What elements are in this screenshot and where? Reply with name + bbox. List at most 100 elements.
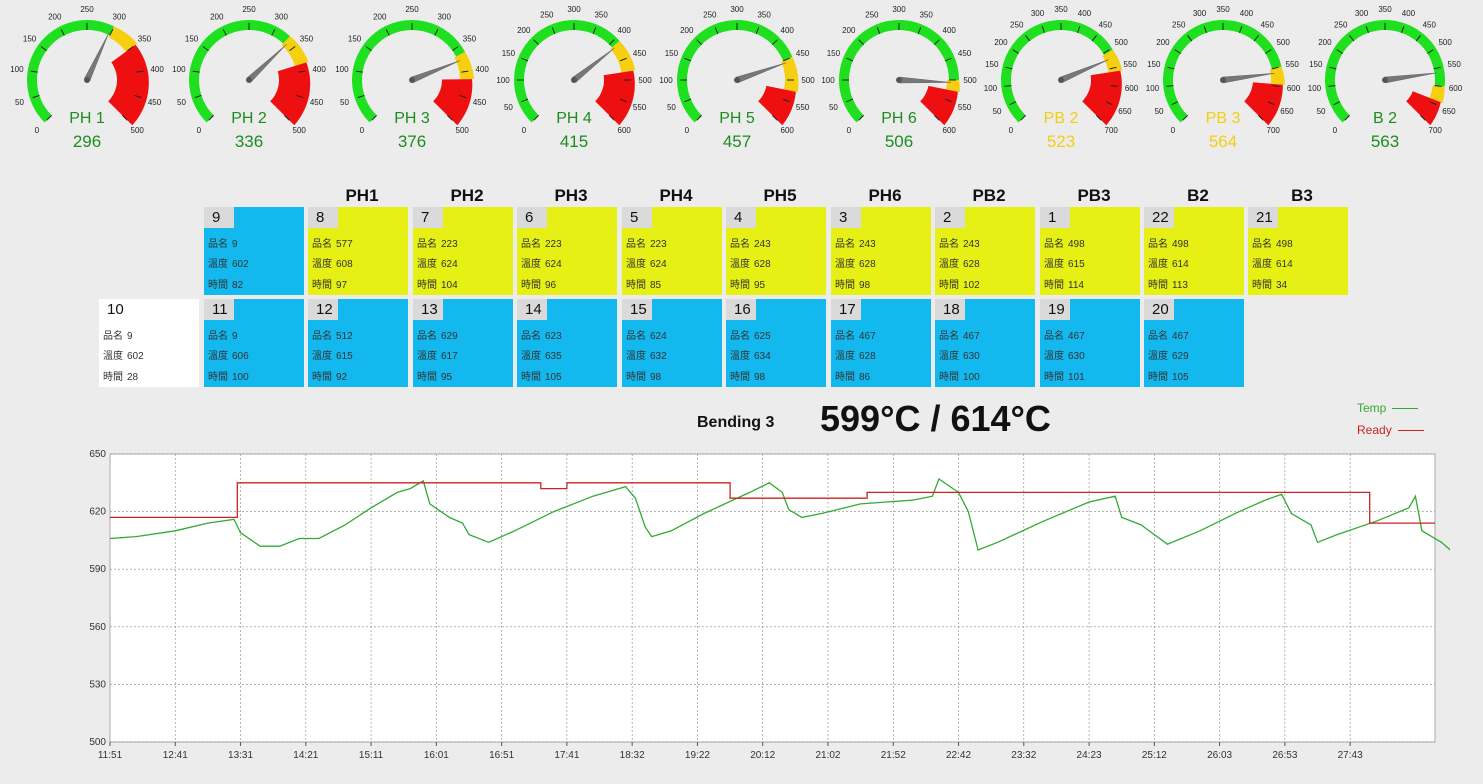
gauge-tick-label: 500	[801, 76, 815, 85]
gauge-tick-label: 150	[1147, 60, 1161, 69]
station-cell[interactable]: 20 品名 467 溫度 629 時間 105	[1144, 299, 1244, 387]
station-cell[interactable]: 22 品名 498 溫度 614 時間 113	[1144, 207, 1244, 295]
station-cell[interactable]: 6 品名 223 溫度 624 時間 96	[517, 207, 617, 295]
field-label: 時間	[521, 372, 541, 383]
x-tick-label: 13:31	[228, 750, 253, 761]
gauge-tick-label: 200	[373, 13, 387, 22]
gauge-tick	[194, 94, 202, 99]
gauge-tick	[208, 115, 214, 121]
gauge-name: PH 6	[881, 110, 917, 127]
gauge-red-band	[108, 44, 149, 126]
gauge-hub	[84, 77, 90, 83]
gauge-tick-label: 300	[567, 5, 581, 14]
field-value: 102	[963, 280, 980, 291]
gauge-tick	[122, 115, 128, 121]
x-tick-label: 15:11	[359, 750, 384, 761]
station-cell[interactable]: 17 品名 467 溫度 628 時間 86	[831, 299, 931, 387]
field-label: 溫度	[1148, 259, 1168, 270]
gauge-green-band	[27, 20, 115, 123]
x-tick-label: 11:51	[98, 750, 123, 761]
gauge-tick-label: 600	[618, 126, 632, 135]
gauge-tick-label: 200	[994, 38, 1008, 47]
station-cell[interactable]: 15 品名 624 溫度 632 時間 98	[622, 299, 722, 387]
field-value: 624	[650, 331, 667, 342]
gauge-name: PH 3	[394, 110, 430, 127]
station-cell[interactable]: 5 品名 223 溫度 624 時間 85	[622, 207, 722, 295]
gauge-tick	[40, 46, 47, 52]
gauge-tick	[1239, 26, 1243, 33]
field-value: 98	[859, 280, 871, 291]
station-time: 時間 104	[417, 276, 458, 291]
station-number: 5	[622, 207, 652, 228]
gauge-tick	[1253, 35, 1259, 42]
gauge-dial: 0 50 100 150 200 250 300 350 400 450 500	[10, 5, 164, 135]
gauge-tick-label: 650	[1442, 107, 1456, 116]
gauge-dial: 0 50 100 150 200 250 300 350 400 450 500 550 600	[659, 5, 815, 135]
station-temp: 溫度 614	[1148, 255, 1189, 270]
field-label: 品名	[730, 331, 750, 342]
gauge-tick	[609, 39, 615, 45]
station-cell[interactable]: 13 品名 629 溫度 617 時間 95	[413, 299, 513, 387]
gauge-tick-label: 50	[340, 98, 349, 107]
field-label: 溫度	[1044, 259, 1064, 270]
gauge-tick	[521, 98, 528, 103]
gauge-name: PH 2	[231, 110, 267, 127]
station-number: 13	[413, 299, 443, 320]
gauge-red-band	[1082, 70, 1122, 126]
station-temp: 溫度 630	[939, 347, 980, 362]
x-tick-label: 21:02	[815, 750, 840, 761]
station-cell[interactable]: 16 品名 625 溫度 634 時間 98	[726, 299, 826, 387]
gauge-tick-label: 700	[1429, 126, 1443, 135]
gauge-tick	[783, 98, 790, 103]
gauge-tick	[1004, 85, 1012, 87]
station-cell[interactable]: 3 品名 243 溫度 628 時間 98	[831, 207, 931, 295]
field-label: 溫度	[730, 259, 750, 270]
gauge-tick-label: 300	[113, 13, 127, 22]
station-cell[interactable]: 12 品名 512 溫度 615 時間 92	[308, 299, 408, 387]
field-label: 品名	[626, 331, 646, 342]
station-cell[interactable]: 18 品名 467 溫度 630 時間 100	[935, 299, 1035, 387]
gauge-tick-label: 100	[172, 65, 186, 74]
station-cell[interactable]: 2 品名 243 溫度 628 時間 102	[935, 207, 1035, 295]
gauge-name: PH 4	[556, 110, 592, 127]
gauge-tick	[1271, 66, 1279, 70]
gauge-tick-label: 150	[348, 34, 362, 43]
gauge-yellow-band	[610, 41, 636, 73]
gauge: 0 50 100 150 200 250 300 350 400 450 500 PH 3 376	[335, 5, 489, 158]
gauge-dial: 0 50 100 150 200 250 300 350 400 450 500 550 600	[496, 5, 652, 135]
field-label: 品名	[939, 331, 959, 342]
field-label: 時間	[835, 280, 855, 291]
series-line-temp	[109, 477, 1450, 551]
gauge-yellow-band	[108, 26, 138, 52]
gauge-tick-label: 150	[827, 49, 841, 58]
gauge-tick-label: 250	[405, 5, 419, 14]
station-cell[interactable]: 1 品名 498 溫度 615 時間 114	[1040, 207, 1140, 295]
station-cell[interactable]: 19 品名 467 溫度 630 時間 101	[1040, 299, 1140, 387]
field-label: 溫度	[417, 351, 437, 362]
gauge-tick-label: 650	[1280, 107, 1294, 116]
field-label: 品名	[1044, 239, 1064, 250]
gauge-green-band	[677, 20, 793, 123]
station-cell[interactable]: 9 品名 9 溫度 602 時間 82	[204, 207, 304, 295]
bending-label: Bending 3	[697, 414, 775, 431]
field-label: 品名	[1148, 239, 1168, 250]
station-cell[interactable]: 8 品名 577 溫度 608 時間 97	[308, 207, 408, 295]
station-cell[interactable]: 10 品名 9 溫度 602 時間 28	[99, 299, 199, 387]
station-cell[interactable]: 7 品名 223 溫度 624 時間 104	[413, 207, 513, 295]
station-cell[interactable]: 14 品名 623 溫度 635 時間 105	[517, 299, 617, 387]
gauge-tick	[109, 28, 114, 36]
station-number: 21	[1248, 207, 1278, 228]
field-value: 223	[650, 239, 667, 250]
gauge-tick	[521, 57, 528, 62]
gauge-tick-label: 550	[633, 103, 647, 112]
field-label: 時間	[1148, 372, 1168, 383]
station-name: 品名 512	[312, 327, 353, 342]
field-label: 溫度	[1044, 351, 1064, 362]
station-temp: 溫度 602	[208, 255, 249, 270]
field-label: 品名	[312, 239, 332, 250]
station-cell[interactable]: 21 品名 498 溫度 614 時間 34	[1248, 207, 1348, 295]
station-cell[interactable]: 4 品名 243 溫度 628 時間 95	[726, 207, 826, 295]
gauge-tick	[1420, 115, 1426, 121]
station-cell[interactable]: 11 品名 9 溫度 606 時間 100	[204, 299, 304, 387]
field-value: 498	[1276, 239, 1293, 250]
